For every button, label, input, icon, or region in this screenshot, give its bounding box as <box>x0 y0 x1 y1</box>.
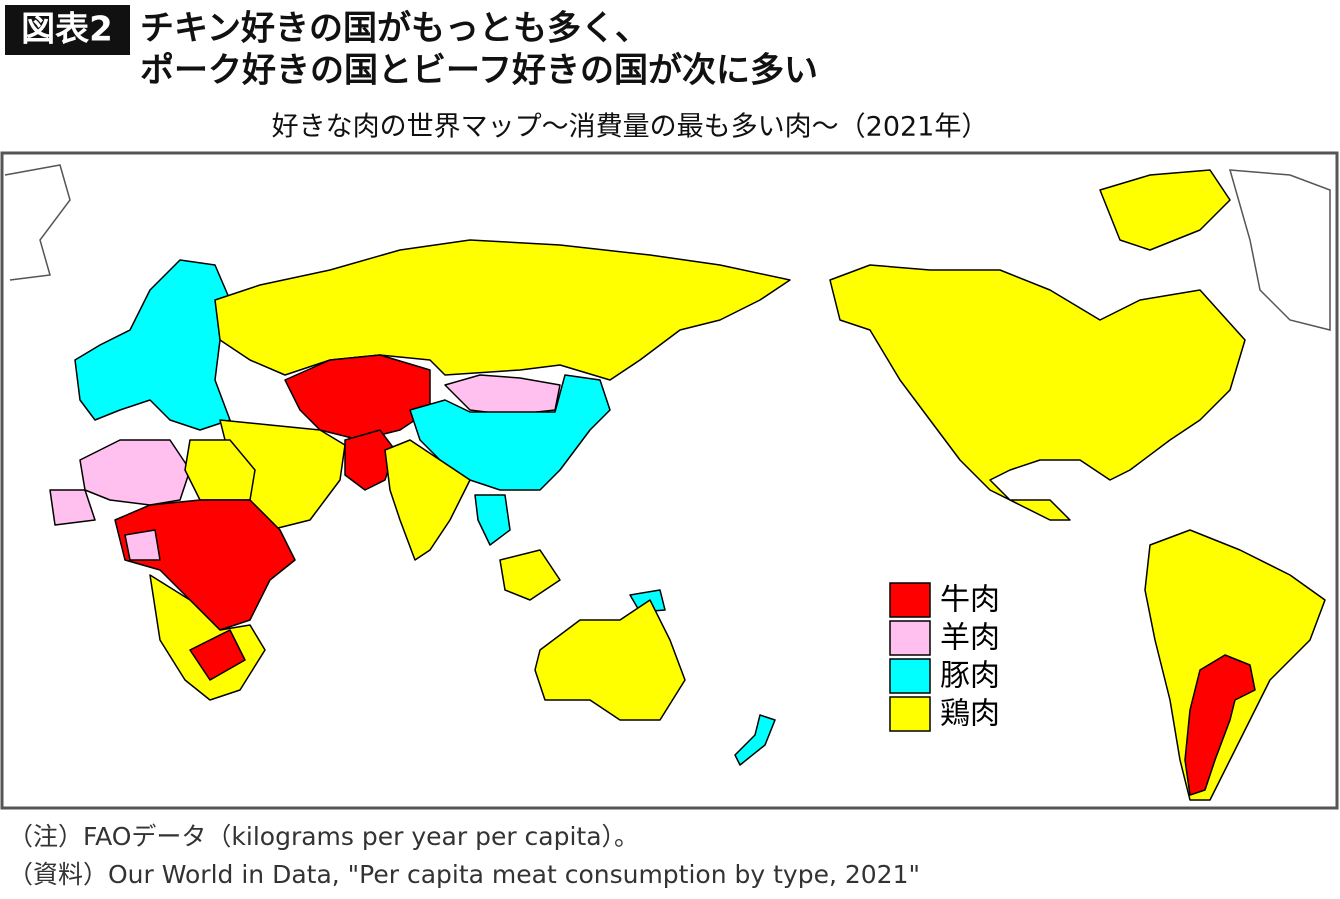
legend-label: 牛肉 <box>940 583 1000 618</box>
region <box>79 439 191 506</box>
legend-swatch <box>889 658 931 694</box>
region <box>344 429 396 491</box>
region <box>49 489 96 526</box>
region <box>149 574 266 701</box>
region <box>444 374 561 416</box>
region <box>829 264 1246 521</box>
note: （注）FAOデータ（kilograms per year per capita）… <box>8 822 639 851</box>
note: （資料）Our World in Data, "Per capita meat … <box>8 860 920 889</box>
outline <box>1228 169 1331 331</box>
region <box>114 499 296 631</box>
badge: 図表2 <box>21 10 113 50</box>
legend-swatch <box>889 620 931 656</box>
outline <box>4 164 71 281</box>
legend-label: 豚肉 <box>940 659 1000 694</box>
badge-bg <box>5 5 130 55</box>
legend-swatch <box>889 696 931 732</box>
region <box>534 599 686 721</box>
region <box>1184 654 1256 796</box>
region <box>734 714 776 766</box>
region <box>74 259 231 431</box>
map <box>0 151 1339 810</box>
region <box>384 439 471 561</box>
region <box>499 549 561 601</box>
title-line: チキン好きの国がもっとも多く、 <box>140 9 649 49</box>
region <box>214 239 791 381</box>
legend-label: 鶏肉 <box>940 697 1000 732</box>
subtitle: 好きな肉の世界マップ〜消費量の最も多い肉〜（2021年） <box>272 112 989 143</box>
region <box>124 529 161 561</box>
region <box>189 629 246 681</box>
region <box>1099 169 1231 251</box>
region <box>474 494 511 546</box>
legend-swatch <box>889 582 931 618</box>
legend-label: 羊肉 <box>940 621 1000 656</box>
title-line: ポーク好きの国とビーフ好きの国が次に多い <box>140 51 818 91</box>
